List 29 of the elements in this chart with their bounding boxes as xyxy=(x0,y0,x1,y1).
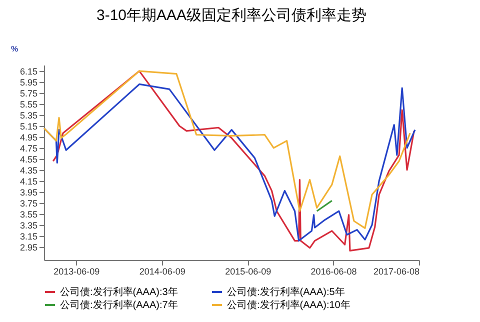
x-tick-label: 2016-06-08 xyxy=(310,266,357,276)
y-tick-label: 6.15 xyxy=(20,66,38,77)
y-axis-title: % xyxy=(10,44,18,54)
y-tick-label: 3.75 xyxy=(20,198,38,208)
y-tick-label: 4.15 xyxy=(20,176,38,186)
x-tick-label: 2013-06-09 xyxy=(54,266,100,276)
y-tick-label: 5.55 xyxy=(20,100,38,110)
y-tick-label: 4.75 xyxy=(20,143,38,154)
y-tick-label: 4.95 xyxy=(20,132,38,142)
legend-label: 公司债:发行利率(AAA):10年 xyxy=(227,299,350,311)
x-tick-label: 2017-06-08 xyxy=(373,266,420,276)
y-tick-label: 3.55 xyxy=(20,209,38,220)
chart-title: 3-10年期AAA级固定利率公司债利率走势 xyxy=(96,7,367,24)
y-tick-label: 3.35 xyxy=(20,220,38,230)
x-tick-label: 2015-06-09 xyxy=(225,266,272,276)
y-tick-label: 5.15 xyxy=(20,121,38,132)
y-tick-label: 5.35 xyxy=(20,110,38,120)
legend-label: 公司债:发行利率(AAA):5年 xyxy=(227,286,345,298)
y-tick-label: 4.55 xyxy=(20,154,38,164)
y-tick-label: 4.35 xyxy=(20,165,38,176)
y-tick-label: 5.95 xyxy=(20,78,38,88)
y-tick-label: 5.75 xyxy=(20,88,38,99)
y-tick-label: 3.15 xyxy=(20,231,38,242)
y-tick-label: 2.95 xyxy=(20,242,38,252)
legend-label: 公司债:发行利率(AAA):7年 xyxy=(60,299,178,311)
line-series xyxy=(43,70,411,229)
legend-label: 公司债:发行利率(AAA):3年 xyxy=(60,286,178,298)
x-tick-label: 2014-06-09 xyxy=(139,266,186,276)
y-tick-label: 3.95 xyxy=(20,187,38,198)
